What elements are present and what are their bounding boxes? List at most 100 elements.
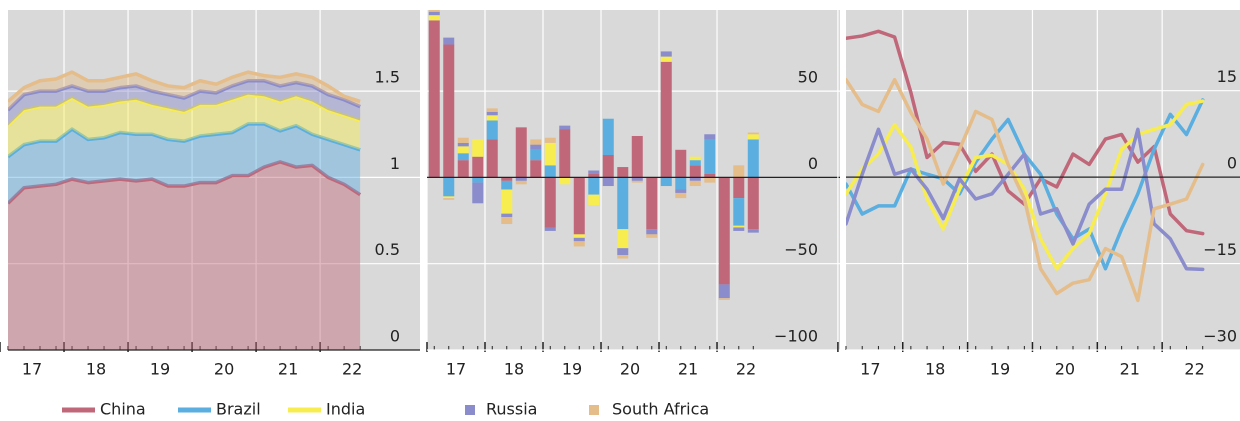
legend-label: China: [100, 400, 146, 419]
legend-label: Russia: [486, 400, 537, 419]
y-tick-label: −30: [1203, 327, 1237, 346]
bar-segment: [660, 56, 672, 62]
bar-segment: [733, 227, 745, 231]
y-tick-label: 0: [390, 327, 400, 346]
x-tick-label: 19: [562, 360, 582, 379]
bar-segment: [443, 198, 455, 200]
bar-segment: [559, 129, 571, 178]
bar-segment: [660, 61, 672, 178]
bar-segment: [747, 132, 759, 135]
bar-segment: [718, 298, 730, 300]
panel: 17 18 19 20 21 22 50 0 −50 −100: [426, 10, 840, 379]
bar-segment: [457, 153, 469, 161]
bar-segment: [559, 125, 571, 130]
bar-segment: [443, 196, 455, 199]
bar-segment: [544, 137, 556, 143]
bar-segment: [689, 165, 701, 178]
data-layer: [8, 70, 362, 350]
bar-segment: [428, 20, 440, 178]
y-tick-label: −100: [774, 327, 818, 346]
x-tick-label: 22: [736, 360, 756, 379]
bar-segment: [631, 135, 643, 178]
bar-segment: [486, 108, 498, 112]
bar-segment: [588, 173, 600, 178]
x-tick-label: 21: [1120, 360, 1140, 379]
bar-segment: [733, 198, 745, 226]
bar-segment: [704, 139, 716, 174]
y-tick-label: −15: [1203, 240, 1237, 259]
bar-segment: [588, 194, 600, 206]
panel: 17 18 19 20 21 22 15 0 −15 −30: [837, 10, 1240, 379]
series-line: [846, 77, 1205, 303]
bar-segment: [428, 10, 440, 12]
bar-segment: [675, 177, 687, 190]
bar-segment: [443, 37, 455, 45]
bar-segment: [501, 180, 513, 190]
bar-segment: [747, 229, 759, 233]
bar-segment: [675, 192, 687, 199]
bar-segment: [588, 177, 600, 195]
bar-segment: [602, 118, 614, 155]
bar-segment: [646, 234, 658, 238]
bar-segment: [689, 180, 701, 187]
x-tick-label: 17: [446, 360, 466, 379]
bar-segment: [689, 160, 701, 166]
bar-segment: [704, 177, 716, 183]
bar-segment: [660, 51, 672, 57]
bar-segment: [501, 189, 513, 214]
area: [8, 123, 361, 204]
bar-segment: [704, 134, 716, 140]
area: [8, 94, 361, 157]
bar-segment: [704, 173, 716, 178]
bar-segment: [530, 160, 542, 178]
bar-segment: [675, 189, 687, 193]
bar-segment: [617, 248, 629, 256]
legend: China Brazil India Russia South Africa: [62, 400, 709, 419]
bar-segment: [733, 177, 745, 199]
area-line: [8, 160, 362, 205]
bar-segment: [486, 111, 498, 116]
bar-segment: [515, 180, 527, 185]
bar-segment: [559, 177, 571, 185]
bar-segment: [486, 139, 498, 178]
bar-segment: [733, 225, 745, 228]
panel: 17 18 19 20 21 22 0 0.5 1 1.5: [0, 10, 420, 379]
bar-segment: [718, 284, 730, 299]
bar-segment: [733, 165, 745, 178]
bar-segment: [428, 11, 440, 16]
bar-segment: [747, 177, 759, 230]
bar-segment: [631, 180, 643, 183]
x-tick-label: 18: [86, 360, 106, 379]
y-tick-label: 0.5: [375, 240, 400, 259]
bar-segment: [617, 177, 629, 230]
bar-segment: [428, 15, 440, 21]
bar-segment: [544, 142, 556, 166]
bar-segment: [617, 229, 629, 249]
bar-segment: [486, 120, 498, 140]
y-tick-label: 0: [1227, 154, 1237, 173]
x-tick-label: 20: [214, 360, 234, 379]
bar-segment: [472, 139, 484, 157]
bar-segment: [573, 237, 585, 242]
bar-segment: [544, 165, 556, 178]
bar-segment: [573, 177, 585, 235]
x-tick-label: 21: [278, 360, 298, 379]
bar-segment: [443, 44, 455, 178]
bar-segment: [530, 139, 542, 145]
bar-segment: [515, 127, 527, 178]
bar-segment: [588, 170, 600, 174]
x-tick-label: 19: [990, 360, 1010, 379]
bar-segment: [501, 217, 513, 225]
bar-segment: [515, 177, 527, 181]
bar-segment: [544, 227, 556, 231]
bar-segment: [747, 134, 759, 140]
bar-segment: [501, 177, 513, 181]
bar-segment: [457, 137, 469, 143]
legend-label: South Africa: [612, 400, 709, 419]
y-tick-label: −50: [784, 240, 818, 259]
bar-segment: [602, 154, 614, 178]
series-line: [846, 99, 1205, 271]
y-tick-label: 1.5: [375, 68, 400, 87]
bar-segment: [689, 156, 701, 161]
